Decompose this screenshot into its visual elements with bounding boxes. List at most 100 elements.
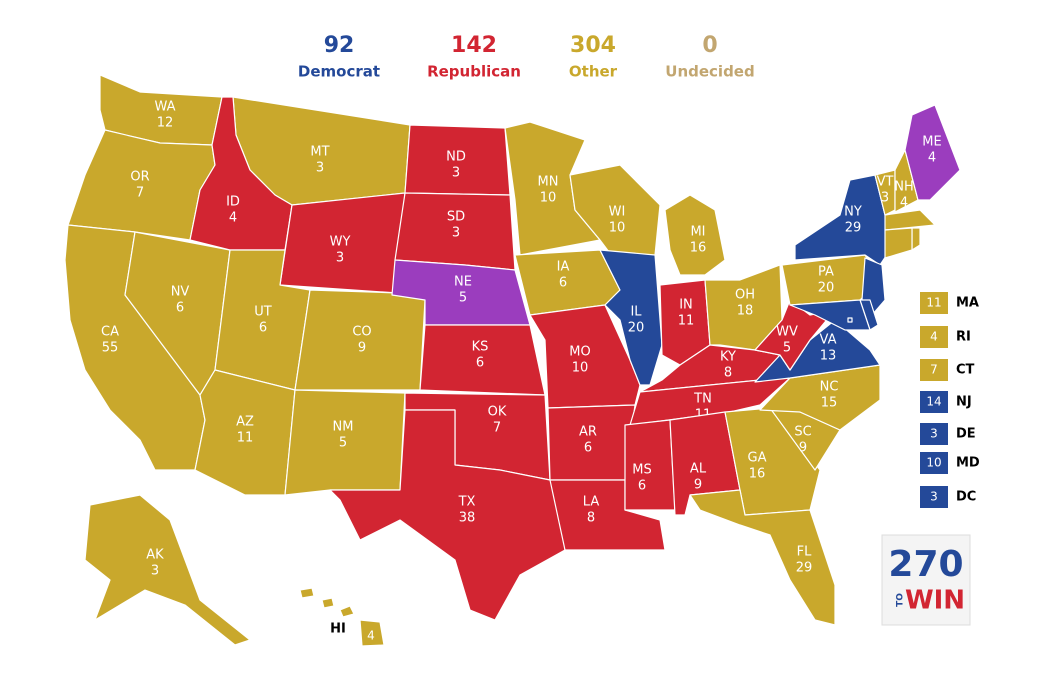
small-state-abbr: NJ — [956, 395, 972, 410]
state-shape — [884, 209, 936, 231]
state-votes: 13 — [820, 349, 837, 364]
state-abbr: SC — [794, 425, 811, 440]
state-abbr: MO — [569, 345, 590, 360]
state-abbr: OH — [735, 288, 755, 303]
state-votes: 6 — [584, 441, 592, 456]
small-state-box — [920, 423, 948, 445]
state-abbr: PA — [818, 265, 834, 280]
state-abbr: CA — [101, 325, 119, 340]
state-abbr: AK — [146, 548, 164, 563]
state-votes: 9 — [799, 441, 807, 456]
state-shape — [321, 597, 335, 609]
state-abbr: HI — [330, 622, 346, 637]
state-votes: 6 — [176, 301, 184, 316]
state-votes: 6 — [476, 356, 484, 371]
small-state-abbr: RI — [956, 330, 971, 345]
small-state-box — [920, 326, 948, 348]
state-votes: 16 — [749, 467, 766, 482]
state-shape — [299, 587, 315, 599]
total-label: Other — [569, 63, 618, 81]
state-abbr: OR — [130, 170, 149, 185]
state-votes: 3 — [881, 191, 889, 206]
state-abbr: KY — [720, 350, 736, 365]
state-abbr: AL — [690, 462, 707, 477]
state-shape — [359, 619, 385, 647]
small-state-votes: 7 — [930, 363, 938, 377]
state-abbr: MI — [690, 225, 705, 240]
total-label: Republican — [427, 63, 521, 81]
state-shape — [904, 104, 961, 201]
state-abbr: WI — [609, 205, 626, 220]
small-state-abbr: MA — [956, 296, 979, 311]
state-abbr: IL — [630, 305, 642, 320]
state-abbr: MN — [538, 175, 559, 190]
state-abbr: AR — [579, 425, 597, 440]
state-abbr: ND — [446, 150, 466, 165]
state-votes: 8 — [724, 366, 732, 381]
state-votes: 55 — [102, 341, 119, 356]
small-state-abbr: CT — [956, 363, 975, 378]
state-votes: 6 — [259, 321, 267, 336]
state-abbr: NH — [894, 180, 914, 195]
state-votes: 7 — [493, 421, 501, 436]
state-votes: 20 — [818, 281, 835, 296]
state-votes: 11 — [678, 314, 695, 329]
state-abbr: KS — [472, 340, 489, 355]
small-state-box — [920, 391, 948, 413]
state-votes: 10 — [540, 191, 557, 206]
state-votes: 8 — [587, 511, 595, 526]
state-abbr: LA — [583, 495, 600, 510]
small-state-votes: 4 — [930, 330, 938, 344]
state-votes: 3 — [151, 564, 159, 579]
state-votes: 15 — [821, 396, 838, 411]
state-votes: 3 — [316, 161, 324, 176]
state-shape — [884, 227, 913, 259]
state-shape — [329, 409, 566, 621]
state-votes: 6 — [638, 479, 646, 494]
state-abbr: FL — [797, 545, 812, 560]
state-votes: 9 — [358, 341, 366, 356]
small-state-abbr: DE — [956, 427, 976, 442]
state-votes: 5 — [459, 291, 467, 306]
small-state-votes: 11 — [926, 296, 941, 310]
total-value: 142 — [451, 33, 497, 58]
state-shape — [847, 317, 853, 323]
small-state-abbr: MD — [956, 456, 980, 471]
logo-number: 270 — [888, 544, 963, 585]
logo-win: WIN — [905, 586, 965, 616]
state-votes: 3 — [452, 166, 460, 181]
state-votes: 38 — [459, 511, 476, 526]
state-shape — [294, 289, 426, 391]
state-abbr: TN — [693, 392, 712, 407]
state-votes: 5 — [339, 436, 347, 451]
state-votes: 11 — [237, 431, 254, 446]
state-shape — [624, 419, 676, 511]
state-abbr: MS — [632, 463, 651, 478]
small-state-box — [920, 359, 948, 381]
state-abbr: NC — [820, 380, 839, 395]
state-abbr: TX — [458, 495, 476, 510]
state-abbr: AZ — [236, 415, 254, 430]
state-votes: 4 — [900, 196, 908, 211]
total-label: Undecided — [665, 63, 754, 81]
state-shape — [689, 489, 836, 626]
state-votes: 6 — [559, 276, 567, 291]
state-abbr: ID — [226, 195, 240, 210]
state-abbr: SD — [447, 210, 465, 225]
state-abbr: VA — [820, 333, 837, 348]
state-votes: 4 — [367, 629, 375, 643]
logo-to: TO — [896, 593, 906, 607]
state-votes: 3 — [336, 251, 344, 266]
state-votes: 9 — [694, 478, 702, 493]
state-votes: 4 — [928, 151, 936, 166]
state-votes: 18 — [737, 304, 754, 319]
logo-box — [881, 534, 971, 626]
state-abbr: NY — [844, 205, 862, 220]
state-votes: 10 — [572, 361, 589, 376]
state-votes: 29 — [845, 221, 862, 236]
small-state-votes: 3 — [930, 427, 938, 441]
state-shape — [84, 494, 251, 646]
state-votes: 12 — [157, 116, 174, 131]
state-votes: 4 — [229, 211, 237, 226]
